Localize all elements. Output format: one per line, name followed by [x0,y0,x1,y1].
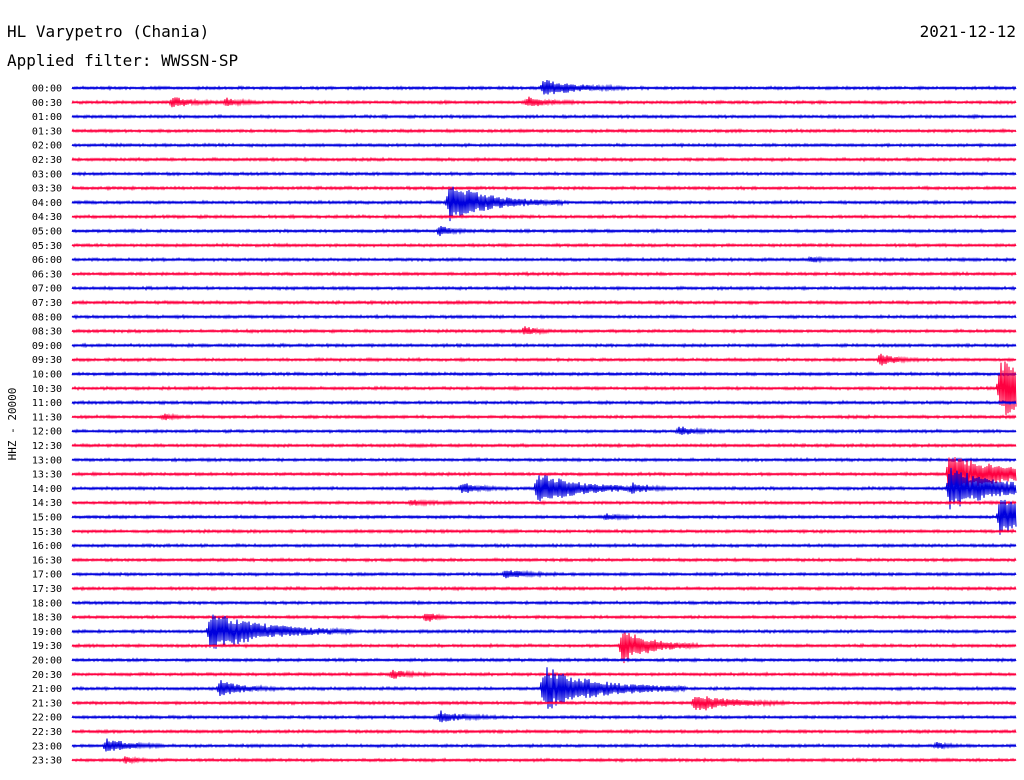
row-time-label: 06:00 [32,255,62,266]
row-time-label: 22:00 [32,713,62,724]
row-time-label: 14:00 [32,484,62,495]
record-date: 2021-12-12 [920,22,1016,41]
row-time-label: 04:30 [32,212,62,223]
row-time-label: 05:00 [32,227,62,238]
row-time-label: 08:00 [32,312,62,323]
row-time-label: 17:30 [32,584,62,595]
row-time-label: 02:00 [32,141,62,152]
y-axis-label: HHZ - 20000 [6,388,19,461]
row-time-label: 23:30 [32,756,62,767]
row-time-label: 16:30 [32,555,62,566]
row-time-label: 05:30 [32,241,62,252]
row-time-label: 15:00 [32,513,62,524]
row-time-label: 11:00 [32,398,62,409]
row-time-label: 10:00 [32,370,62,381]
row-time-label: 23:00 [32,741,62,752]
row-time-label: 13:00 [32,455,62,466]
trace-rows: 00:00 00:30 01:00 01:30 02:00 02:30 03:00 03:30… [32,80,1017,767]
row-time-label: 09:00 [32,341,62,352]
row-time-label: 07:30 [32,298,62,309]
row-time-label: 19:00 [32,627,62,638]
row-time-label: 20:30 [32,670,62,681]
row-time-label: 03:30 [32,184,62,195]
row-time-label: 09:30 [32,355,62,366]
row-time-label: 18:00 [32,598,62,609]
row-time-label: 02:30 [32,155,62,166]
row-time-label: 11:30 [32,412,62,423]
row-time-label: 01:30 [32,126,62,137]
row-time-label: 08:30 [32,327,62,338]
row-time-label: 04:00 [32,198,62,209]
row-time-label: 03:00 [32,169,62,180]
row-time-label: 00:00 [32,84,62,95]
row-time-label: 10:30 [32,384,62,395]
row-time-label: 22:30 [32,727,62,738]
row-time-label: 21:30 [32,698,62,709]
row-time-label: 12:00 [32,427,62,438]
row-time-label: 12:30 [32,441,62,452]
row-time-label: 01:00 [32,112,62,123]
station-title: HL Varypetro (Chania) [7,22,209,41]
row-time-label: 20:00 [32,656,62,667]
row-time-label: 14:30 [32,498,62,509]
row-time-label: 06:30 [32,269,62,280]
row-time-label: 13:30 [32,470,62,481]
row-time-label: 17:00 [32,570,62,581]
row-time-label: 16:00 [32,541,62,552]
row-time-label: 15:30 [32,527,62,538]
filter-label: Applied filter: WWSSN-SP [7,51,238,70]
row-time-label: 19:30 [32,641,62,652]
row-time-label: 21:00 [32,684,62,695]
row-time-label: 07:00 [32,284,62,295]
row-time-label: 00:30 [32,98,62,109]
row-time-label: 18:30 [32,613,62,624]
